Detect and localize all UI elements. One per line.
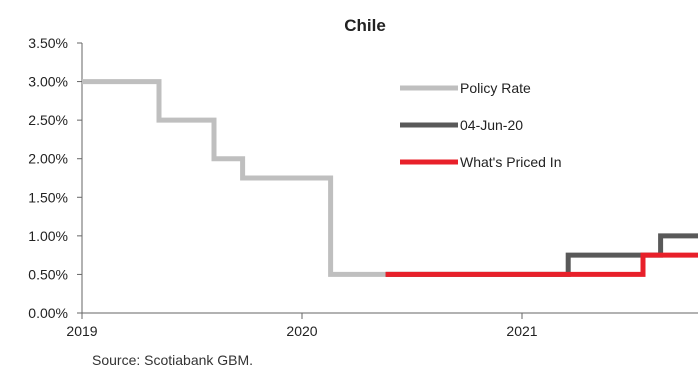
- chart-title: Chile: [344, 16, 386, 35]
- y-tick-label: 0.50%: [28, 266, 68, 282]
- legend-label: 04-Jun-20: [460, 117, 523, 133]
- legend-label: Policy Rate: [460, 80, 531, 96]
- series-line-1: [82, 79, 386, 277]
- y-tick-label: 3.50%: [28, 35, 68, 51]
- y-tick-label: 3.00%: [28, 74, 68, 90]
- series-line-3: [385, 252, 698, 277]
- legend: Policy Rate 04-Jun-20 What's Priced In: [400, 80, 562, 170]
- x-tick-label: 2021: [506, 323, 537, 339]
- y-tick-label: 1.00%: [28, 228, 68, 244]
- legend-label: What's Priced In: [460, 154, 562, 170]
- series-lines: [82, 79, 698, 277]
- y-tick-label: 1.50%: [28, 189, 68, 205]
- y-tick-label: 2.50%: [28, 112, 68, 128]
- source-note: Source: Scotiabank GBM.: [92, 352, 254, 368]
- y-tick-label: 2.00%: [28, 151, 68, 167]
- x-tick-label: 2019: [66, 323, 97, 339]
- y-axis: 0.00% 0.50% 1.00% 1.50% 2.00% 2.50% 3.00% 3.50%: [28, 35, 83, 321]
- y-tick-label: 0.00%: [28, 305, 68, 321]
- x-tick-label: 2020: [286, 323, 317, 339]
- x-axis: 2019 2020 2021: [66, 312, 698, 339]
